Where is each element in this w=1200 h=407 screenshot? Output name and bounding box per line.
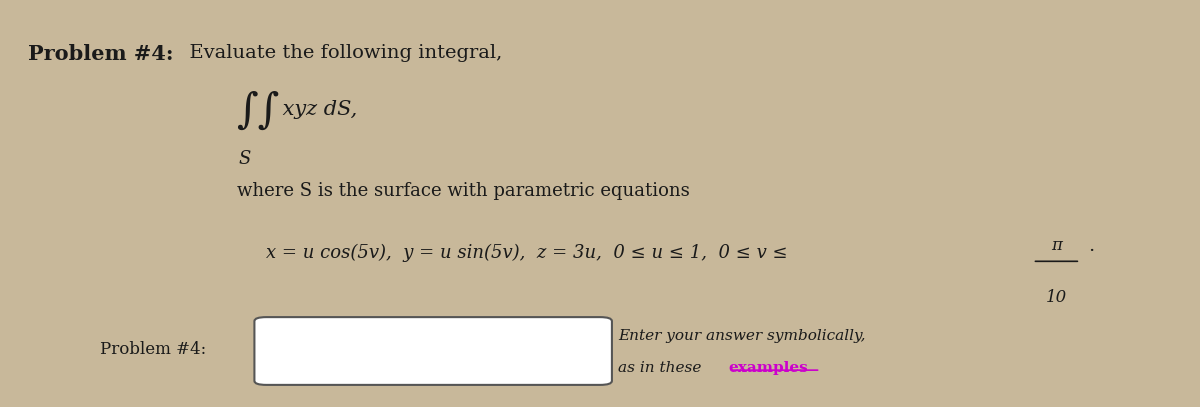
Text: Evaluate the following integral,: Evaluate the following integral, <box>176 44 503 62</box>
Text: Enter your answer symbolically,: Enter your answer symbolically, <box>618 329 865 343</box>
Text: Problem #4:: Problem #4: <box>100 341 205 357</box>
Text: xyz dS,: xyz dS, <box>276 100 358 119</box>
Text: ∫∫: ∫∫ <box>236 90 280 132</box>
Text: x = u cos(5v),  y = u sin(5v),  z = 3u,  0 ≤ u ≤ 1,  0 ≤ v ≤: x = u cos(5v), y = u sin(5v), z = 3u, 0 … <box>266 243 788 262</box>
Text: 10: 10 <box>1045 289 1067 306</box>
Text: S: S <box>239 150 251 168</box>
Text: π: π <box>1051 237 1062 254</box>
Text: where S is the surface with parametric equations: where S is the surface with parametric e… <box>236 182 689 199</box>
Text: .: . <box>1088 237 1094 255</box>
Text: as in these: as in these <box>618 361 706 375</box>
FancyBboxPatch shape <box>254 317 612 385</box>
Text: Problem #4:: Problem #4: <box>28 44 174 64</box>
Text: examples: examples <box>728 361 809 375</box>
